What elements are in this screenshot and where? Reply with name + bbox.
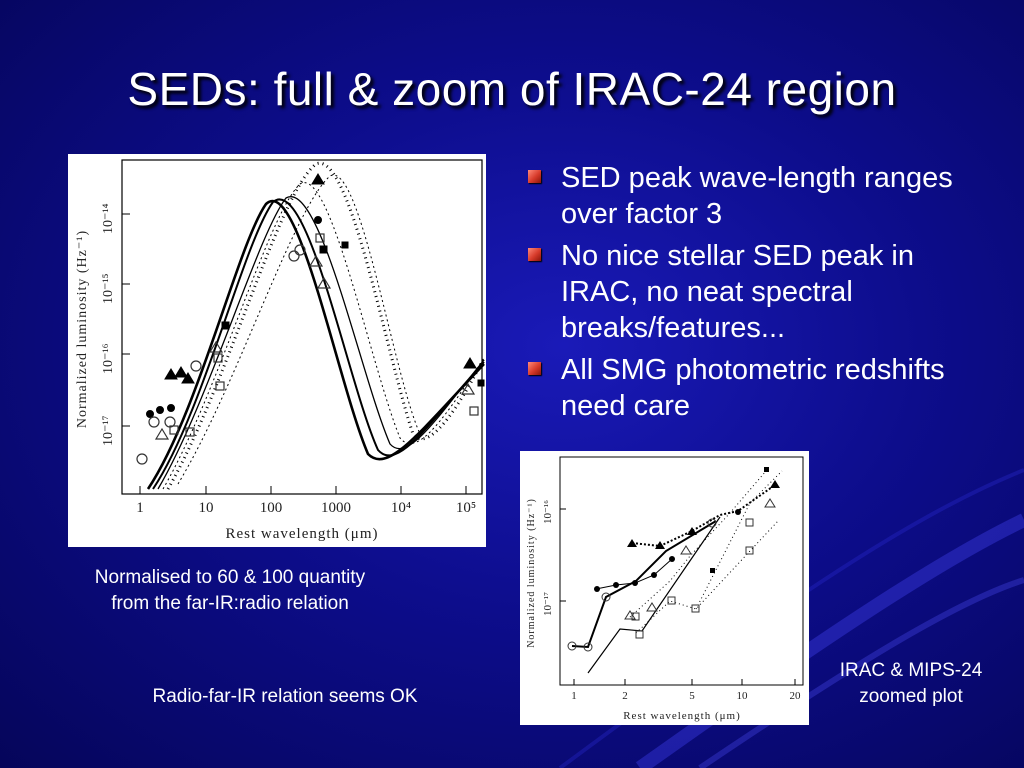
bottom-caption: Radio-far-IR relation seems OK	[152, 686, 418, 707]
x-tick-label: 10⁵	[456, 500, 476, 516]
x-axis-label: Rest wavelength (μm)	[225, 526, 378, 542]
right-plot-caption: IRAC & MIPS-24 zoomed plot	[818, 658, 1004, 710]
full-sed-chart: 10⁻¹⁷ 10⁻¹⁶ 10⁻¹⁵ 10⁻¹⁴ 1 10 100 1000 10…	[75, 159, 486, 542]
zoomed-sed-chart: 10⁻¹⁷ 10⁻¹⁶ 1 2 5 10 20 Rest wavelength …	[526, 456, 804, 722]
y-tick-label: 10⁻¹⁶	[101, 343, 116, 374]
bullet-item: SED peak wave-length ranges over factor …	[524, 160, 994, 232]
x-tick-label: 5	[689, 690, 695, 702]
y-tick-label: 10⁻¹⁷	[542, 592, 554, 616]
caption-line: IRAC & MIPS-24	[839, 660, 983, 681]
bullet-text: SED peak wave-length ranges over factor …	[561, 162, 953, 230]
x-tick-label: 1000	[321, 500, 351, 516]
y-axis-label: Normalized luminosity (Hz⁻¹)	[75, 230, 90, 428]
left-plot-caption: Normalised to 60 & 100 quantity from the…	[70, 565, 390, 617]
sed-curve	[177, 174, 421, 485]
bullet-item: No nice stellar SED peak in IRAC, no nea…	[524, 238, 994, 346]
caption-line: Normalised to 60 & 100 quantity	[94, 567, 366, 588]
x-tick-label: 10⁴	[391, 500, 411, 516]
bullet-square-icon	[528, 170, 541, 183]
x-tick-label: 10	[199, 500, 214, 516]
y-tick-label: 10⁻¹⁷	[101, 415, 116, 446]
x-axis-label: Rest wavelength (μm)	[623, 710, 741, 722]
caption-line: zoomed plot	[859, 686, 963, 707]
bullet-item: All SMG photometric redshifts need care	[524, 352, 994, 424]
y-tick-label: 10⁻¹⁶	[542, 500, 554, 524]
x-tick-label: 100	[260, 500, 283, 516]
x-tick-label: 2	[622, 690, 628, 702]
data-points	[146, 173, 485, 418]
bullet-square-icon	[528, 362, 541, 375]
y-axis-label: Normalized luminosity (Hz⁻¹)	[526, 498, 537, 648]
x-tick-label: 20	[790, 690, 802, 702]
caption-line: from the far-IR:radio relation	[111, 593, 349, 614]
sed-curve	[166, 161, 486, 490]
bullet-square-icon	[528, 248, 541, 261]
zoomed-sed-plot: 10⁻¹⁷ 10⁻¹⁶ 1 2 5 10 20 Rest wavelength …	[520, 451, 809, 725]
x-tick-label: 1	[571, 690, 577, 702]
x-tick-label: 10	[737, 690, 749, 702]
y-tick-label: 10⁻¹⁴	[101, 203, 116, 234]
sed-curve	[157, 196, 485, 490]
bullet-text: All SMG photometric redshifts need care	[561, 354, 945, 422]
slide-title: SEDs: full & zoom of IRAC-24 region	[127, 63, 897, 115]
sed-curve	[162, 182, 485, 490]
bullet-text: No nice stellar SED peak in IRAC, no nea…	[561, 240, 914, 344]
sed-curve	[146, 199, 485, 490]
sed-curve	[152, 198, 485, 490]
full-sed-plot: 10⁻¹⁷ 10⁻¹⁶ 10⁻¹⁵ 10⁻¹⁴ 1 10 100 1000 10…	[68, 154, 486, 547]
x-tick-label: 1	[136, 500, 144, 516]
bullet-list: SED peak wave-length ranges over factor …	[524, 160, 994, 430]
y-tick-label: 10⁻¹⁵	[101, 273, 116, 304]
